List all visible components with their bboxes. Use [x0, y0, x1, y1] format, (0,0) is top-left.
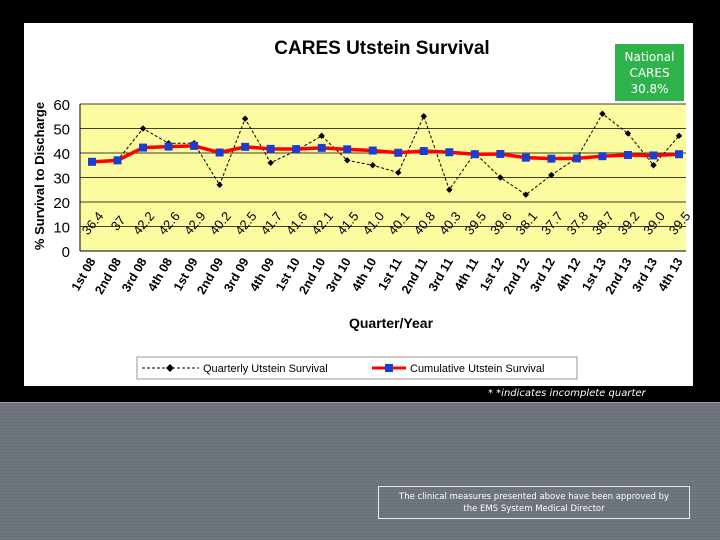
cumulative-point	[292, 145, 301, 154]
legend-quarterly-label: Quarterly Utstein Survival	[203, 363, 328, 375]
cumulative-point	[113, 156, 122, 165]
cumulative-point	[139, 143, 148, 152]
quarterly-point	[650, 162, 657, 169]
x-tick-label: 3rd 09	[221, 255, 252, 294]
cumulative-point	[496, 149, 505, 158]
x-tick-label: 3rd 08	[119, 255, 150, 294]
x-tick-label: 2nd 11	[399, 255, 431, 296]
cumulative-point	[470, 150, 479, 159]
x-tick-label: 4th 10	[349, 255, 379, 293]
quarterly-point	[624, 130, 632, 137]
approval-line-2: the EMS System Medical Director	[463, 503, 605, 514]
chart-title: CARES Utstein Survival	[274, 38, 489, 59]
divider	[0, 402, 720, 403]
quarterly-point	[369, 162, 376, 169]
cumulative-series-line	[91, 144, 680, 164]
legend-box	[136, 356, 578, 380]
x-tick-label: 4th 13	[655, 255, 685, 293]
approval-note-box: The clinical measures presented above ha…	[378, 486, 690, 519]
y-tick-label: 60	[53, 97, 70, 114]
y-tick-label: 30	[53, 171, 70, 188]
cumulative-point	[368, 146, 377, 155]
quarterly-point	[241, 115, 249, 122]
y-tick-label: 0	[62, 244, 70, 261]
y-axis-label: % Survival to Discharge	[32, 102, 47, 250]
y-tick-label: 10	[53, 220, 70, 237]
cumulative-point	[88, 157, 96, 166]
quarterly-point	[548, 171, 555, 179]
quarterly-point	[216, 181, 223, 189]
legend-cumulative-label: Cumulative Utstein Survival	[410, 363, 545, 375]
y-tick-label: 50	[53, 122, 70, 139]
chart-frame: 0 10 20 30 40 50 60 CARES Utstein Survival % Sur…	[24, 23, 693, 386]
cares-label: CARES	[629, 65, 670, 80]
x-tick-label: 3rd 12	[527, 255, 558, 294]
national-rate: 30.8%	[630, 81, 669, 96]
cumulative-point	[215, 148, 224, 157]
x-tick-label: 3rd 13	[630, 255, 661, 294]
x-tick-label: 4th 12	[553, 255, 583, 293]
cumulative-point	[445, 148, 454, 157]
cumulative-point	[317, 143, 326, 152]
quarterly-point	[446, 186, 453, 193]
quarterly-point	[420, 113, 427, 120]
utstein-chart: 0 10 20 30 40 50 60 CARES Utstein Survival % Sur…	[32, 38, 693, 380]
national-cares-box: National CARES 30.8%	[615, 44, 684, 101]
y-tick-label: 40	[53, 146, 70, 163]
quarterly-point	[267, 159, 274, 166]
quarterly-point	[599, 110, 606, 117]
quarterly-point	[497, 174, 504, 181]
national-label: National	[624, 49, 675, 64]
cumulative-point	[343, 145, 352, 154]
legend-quarterly-marker	[166, 364, 174, 372]
legend-cumulative-marker	[385, 364, 393, 372]
x-tick-label: 4th 09	[247, 255, 277, 293]
x-tick-label: 3rd 10	[323, 255, 354, 294]
x-tick-label: 4th 11	[452, 255, 482, 293]
incomplete-quarter-footnote: * *indicates incomplete quarter	[488, 388, 646, 399]
x-axis-label: Quarter/Year	[349, 315, 434, 331]
cumulative-point	[649, 151, 658, 160]
cumulative-point	[521, 153, 530, 162]
x-tick-label: 4th 08	[145, 255, 175, 293]
quarterly-point	[395, 169, 402, 176]
quarterly-point	[675, 132, 683, 140]
cumulative-point	[598, 152, 607, 161]
cumulative-point	[623, 150, 632, 159]
quarterly-point	[139, 125, 147, 132]
quarterly-point	[344, 157, 351, 164]
cumulative-point	[164, 142, 173, 151]
quarterly-series-line	[91, 113, 680, 196]
cumulative-point	[394, 148, 403, 157]
y-tick-label: 20	[53, 195, 70, 212]
cumulative-point	[190, 141, 199, 150]
cumulative-point	[266, 144, 275, 153]
quarterly-point	[318, 132, 325, 140]
approval-line-1: The clinical measures presented above ha…	[399, 491, 669, 502]
cumulative-point	[547, 154, 556, 163]
cumulative-point	[675, 150, 683, 159]
x-tick-label: 3rd 11	[426, 255, 456, 293]
slide-lower-area	[0, 402, 720, 540]
cumulative-point	[572, 154, 581, 163]
cumulative-point	[419, 147, 428, 156]
cumulative-point	[241, 142, 250, 151]
